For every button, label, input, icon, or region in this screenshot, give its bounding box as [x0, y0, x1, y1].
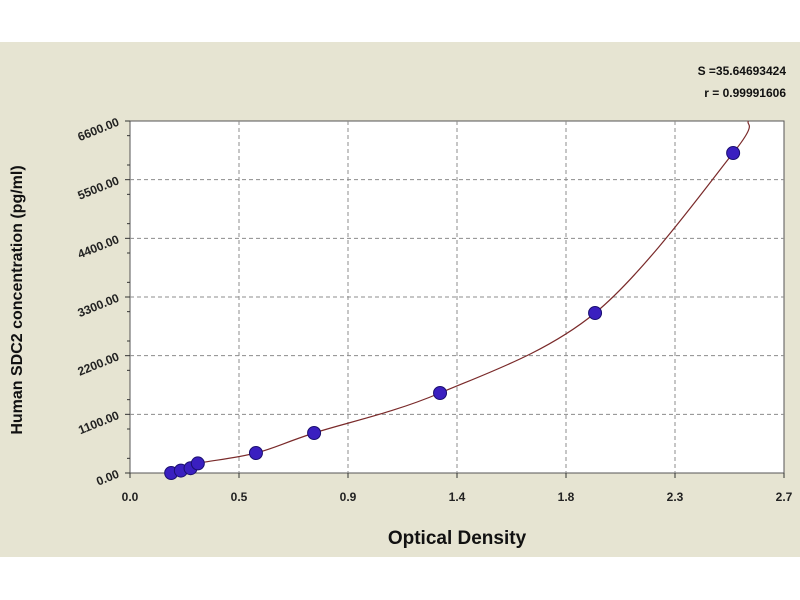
x-tick-label: 1.4 — [449, 490, 466, 504]
x-tick-label: 1.8 — [558, 490, 575, 504]
y-axis-ticks: 0.00 1100.00 2200.00 3300.00 4400.00 5500.00 6… — [76, 115, 130, 489]
fit-stat-s: S =35.64693424 — [697, 64, 786, 78]
y-tick-label: 6600.00 — [76, 115, 122, 144]
y-axis-title: Human SDC2 concentration (pg/ml) — [9, 165, 26, 435]
y-tick-label: 2200.00 — [76, 349, 122, 378]
x-axis-title: Optical Density — [387, 528, 527, 549]
data-point — [588, 306, 603, 320]
x-tick-label: 0.5 — [231, 490, 248, 504]
data-points — [164, 146, 741, 480]
x-tick-label: 2.7 — [776, 490, 793, 504]
x-axis-ticks: 0.0 0.5 0.9 1.4 1.8 2.3 2.7 — [122, 473, 793, 504]
x-tick-label: 0.9 — [340, 490, 357, 504]
y-tick-label: 1100.00 — [76, 408, 121, 437]
data-point — [307, 426, 322, 440]
y-tick-label: 5500.00 — [76, 173, 122, 202]
x-tick-label: 0.0 — [122, 490, 139, 504]
data-point — [726, 146, 741, 160]
data-point — [248, 446, 263, 460]
data-point — [433, 386, 448, 400]
fit-stat-r: r = 0.99991606 — [704, 86, 786, 100]
grid — [130, 121, 784, 473]
data-point — [190, 456, 205, 471]
y-tick-label: 3300.00 — [76, 291, 122, 320]
y-tick-label: 4400.00 — [76, 232, 122, 261]
x-tick-label: 2.3 — [667, 490, 684, 504]
y-tick-label: 0.00 — [94, 467, 121, 489]
